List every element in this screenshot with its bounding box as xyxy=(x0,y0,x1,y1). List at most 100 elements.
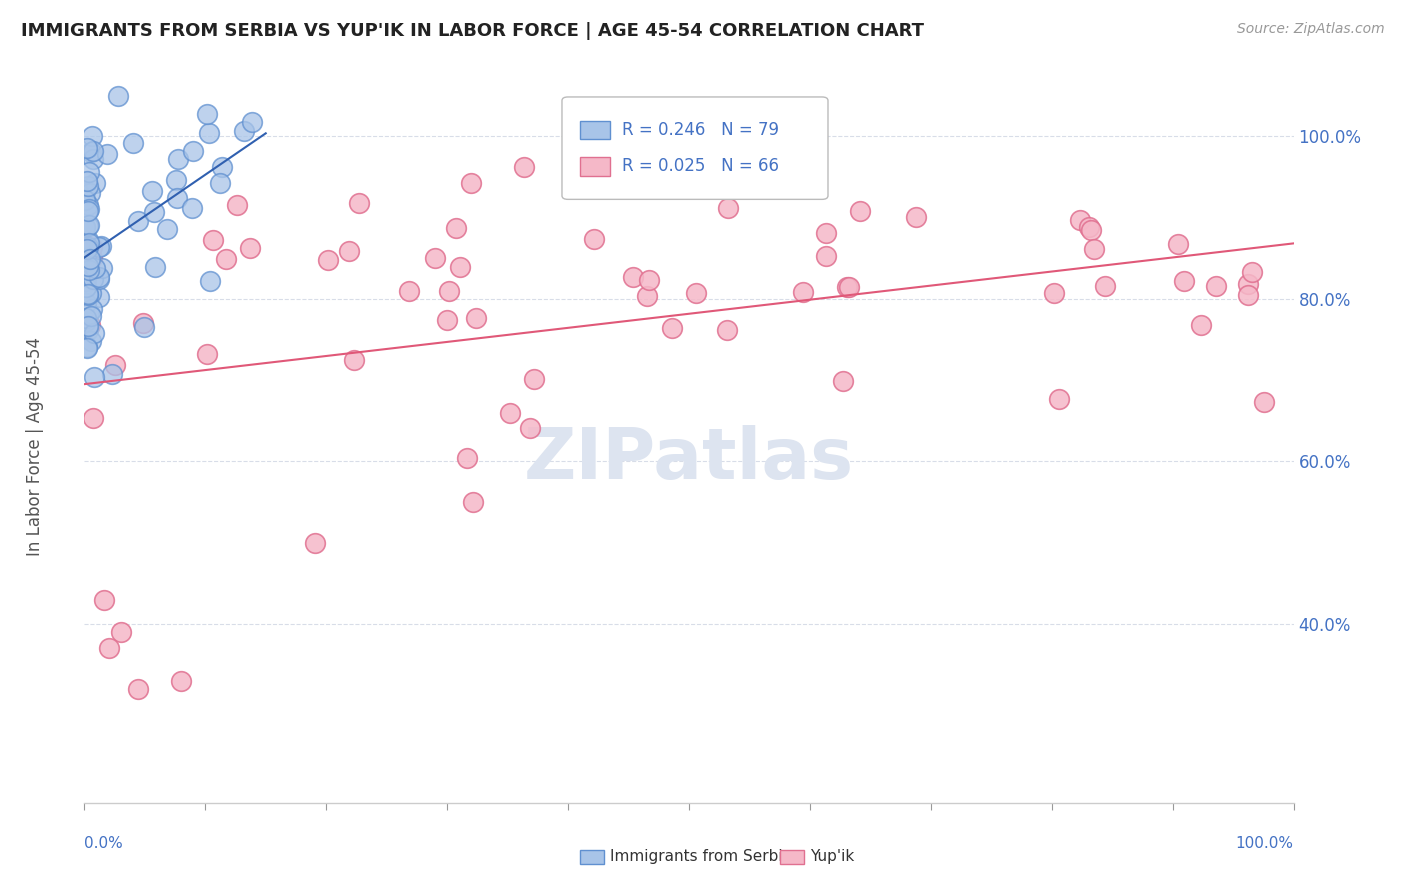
Point xyxy=(80,309,103,323)
Point xyxy=(1236,277,1258,291)
Point xyxy=(181,144,204,158)
Point xyxy=(75,310,97,325)
Point xyxy=(79,306,101,320)
Point xyxy=(835,280,858,294)
Point xyxy=(76,287,98,301)
Point xyxy=(110,625,132,640)
Point xyxy=(141,184,163,198)
Point xyxy=(77,204,100,219)
Point xyxy=(215,252,238,266)
Point xyxy=(87,290,110,304)
Point xyxy=(76,233,98,247)
Point xyxy=(685,286,707,301)
Point xyxy=(170,673,193,688)
Point xyxy=(181,201,204,215)
Point xyxy=(80,128,103,143)
Point xyxy=(75,296,97,310)
Point xyxy=(93,592,115,607)
Point xyxy=(1167,236,1189,251)
Point xyxy=(134,320,156,334)
Point xyxy=(75,241,97,255)
Point xyxy=(91,261,114,276)
Point xyxy=(90,239,112,253)
Point xyxy=(519,420,541,434)
Point xyxy=(195,107,218,121)
Bar xyxy=(581,850,605,863)
Point xyxy=(100,367,122,381)
Point xyxy=(107,88,129,103)
Point xyxy=(849,203,872,218)
Point xyxy=(76,340,98,354)
Point xyxy=(75,250,97,264)
Point xyxy=(661,320,683,334)
Point xyxy=(77,264,100,278)
Point xyxy=(1240,265,1263,279)
Point xyxy=(239,241,262,255)
Point xyxy=(814,249,837,263)
Point xyxy=(96,147,118,161)
Point xyxy=(425,251,447,265)
Point xyxy=(1083,242,1105,256)
Point xyxy=(1043,286,1066,301)
Point xyxy=(82,152,104,166)
Point xyxy=(82,252,104,266)
Text: 0.0%: 0.0% xyxy=(84,836,124,851)
Point xyxy=(464,310,486,325)
Bar xyxy=(581,157,610,176)
Text: Immigrants from Serbia: Immigrants from Serbia xyxy=(610,849,793,864)
Bar xyxy=(581,120,610,139)
Point xyxy=(76,341,98,355)
Point xyxy=(1189,318,1212,333)
Point xyxy=(226,198,249,212)
Point xyxy=(79,145,101,159)
Point xyxy=(82,411,104,425)
Point xyxy=(197,126,219,140)
Text: 100.0%: 100.0% xyxy=(1236,836,1294,851)
Point xyxy=(1069,212,1091,227)
Point xyxy=(87,271,110,285)
Point xyxy=(143,260,166,274)
Point xyxy=(122,136,145,150)
Point xyxy=(73,219,96,234)
Point xyxy=(77,219,100,233)
Point xyxy=(211,160,233,174)
Point xyxy=(398,284,420,298)
Point xyxy=(132,316,155,330)
Point xyxy=(80,239,103,253)
Point xyxy=(304,535,326,549)
Point xyxy=(240,115,263,129)
Point xyxy=(80,334,103,349)
Point xyxy=(77,323,100,337)
Point xyxy=(76,173,98,187)
Point xyxy=(195,347,218,361)
Point xyxy=(75,314,97,328)
Point xyxy=(76,178,98,193)
Point xyxy=(232,124,254,138)
Point xyxy=(142,204,165,219)
Point xyxy=(831,374,853,388)
Point xyxy=(209,176,232,190)
Point xyxy=(449,260,471,275)
Point xyxy=(638,272,661,286)
Point xyxy=(316,253,339,268)
Point xyxy=(717,201,740,215)
Point xyxy=(1205,279,1227,293)
Point xyxy=(79,186,101,200)
Point xyxy=(77,218,100,232)
Point xyxy=(75,280,97,294)
Point xyxy=(75,274,97,288)
Point xyxy=(838,280,860,294)
Point xyxy=(347,196,370,211)
Point xyxy=(77,263,100,277)
Point xyxy=(1080,223,1102,237)
Point xyxy=(499,406,522,420)
Point xyxy=(815,226,838,240)
Point xyxy=(436,313,458,327)
Point xyxy=(73,193,96,207)
Text: R = 0.246   N = 79: R = 0.246 N = 79 xyxy=(623,121,779,139)
FancyBboxPatch shape xyxy=(562,97,828,200)
Text: In Labor Force | Age 45-54: In Labor Force | Age 45-54 xyxy=(27,336,44,556)
Point xyxy=(82,144,104,158)
Point xyxy=(76,242,98,256)
Point xyxy=(82,272,104,286)
